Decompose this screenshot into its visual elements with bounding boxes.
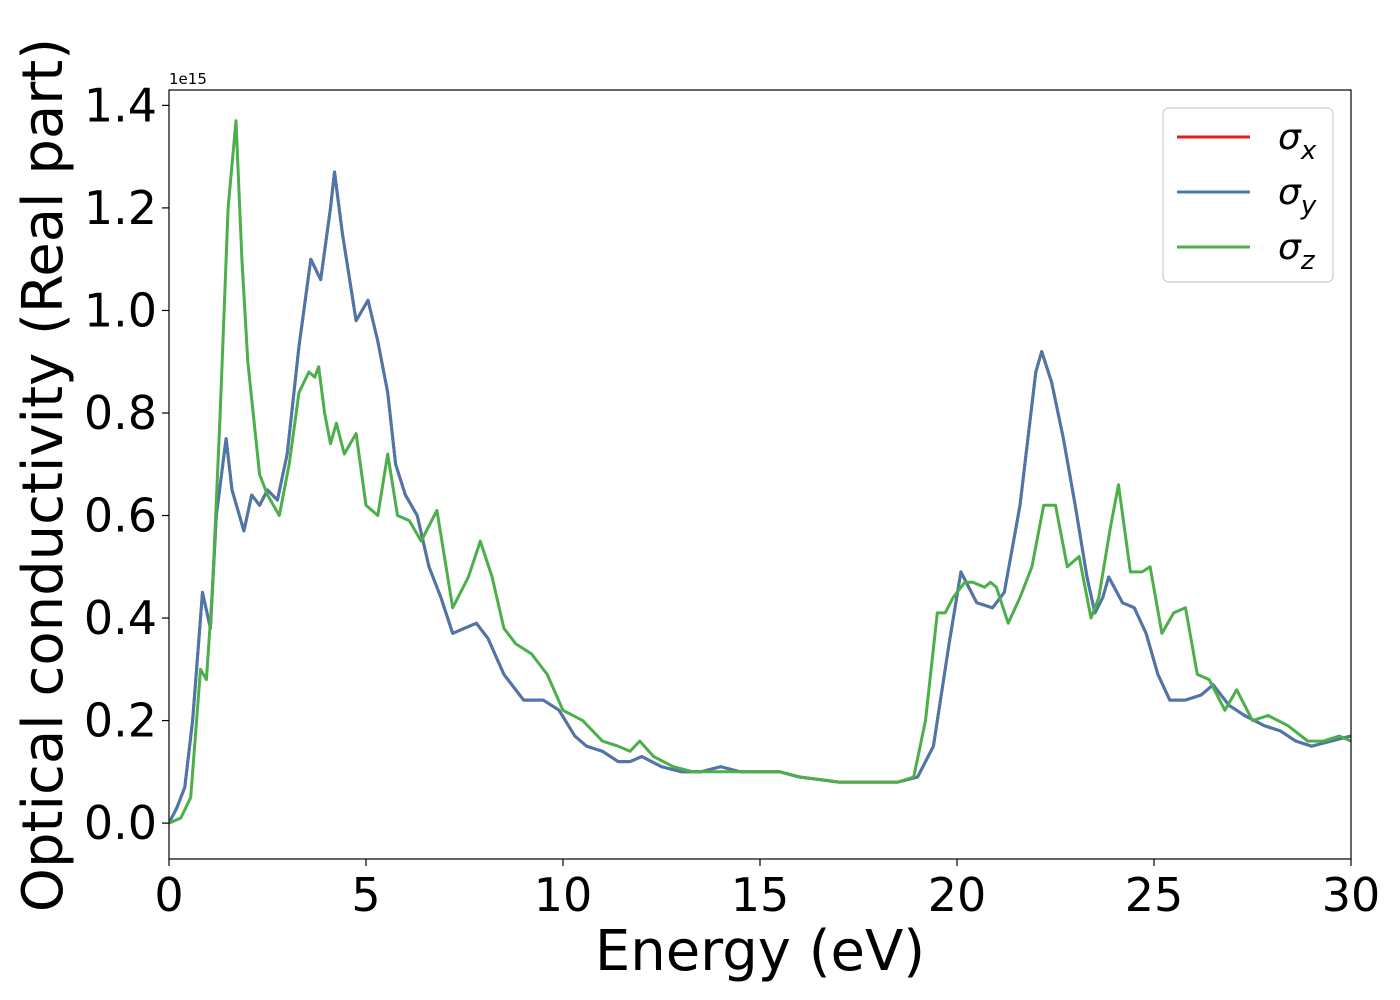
x-tick-label: 20 [928, 868, 987, 922]
y-tick-label: 0.8 [84, 386, 157, 440]
x-axis-ticks: 0 5 10 15 20 25 30 [154, 859, 1380, 922]
series-line-z [169, 119, 1351, 825]
legend: σx σy σz [1162, 107, 1334, 283]
x-tick-label: 25 [1125, 868, 1184, 922]
x-tick-label: 15 [731, 868, 790, 922]
x-tick-label: 0 [154, 868, 183, 922]
y-tick-label: 1.2 [84, 181, 157, 235]
x-tick-label: 5 [351, 868, 380, 922]
y-tick-label: 0.2 [84, 694, 157, 748]
y-axis-ticks: 0.0 0.2 0.4 0.6 0.8 1.0 1.2 1.4 [84, 78, 169, 850]
y-tick-label: 1.0 [84, 283, 157, 337]
x-axis-label: Energy (eV) [595, 919, 925, 984]
y-axis-label: Optical conductivity (Real part) [11, 38, 76, 912]
y-tick-label: 0.6 [84, 489, 157, 543]
legend-label-x: σx [1278, 117, 1317, 166]
y-tick-label: 1.4 [84, 78, 157, 132]
series-lines [169, 119, 1351, 825]
legend-label-z: σz [1278, 227, 1316, 276]
x-tick-label: 10 [534, 868, 593, 922]
x-tick-label: 30 [1322, 868, 1381, 922]
series-line-y [169, 170, 1351, 824]
legend-box [1162, 107, 1334, 283]
y-tick-label: 0.0 [84, 796, 157, 850]
y-offset-label: 1e15 [169, 70, 207, 88]
y-tick-label: 0.4 [84, 591, 157, 645]
legend-label-y: σy [1278, 172, 1317, 221]
